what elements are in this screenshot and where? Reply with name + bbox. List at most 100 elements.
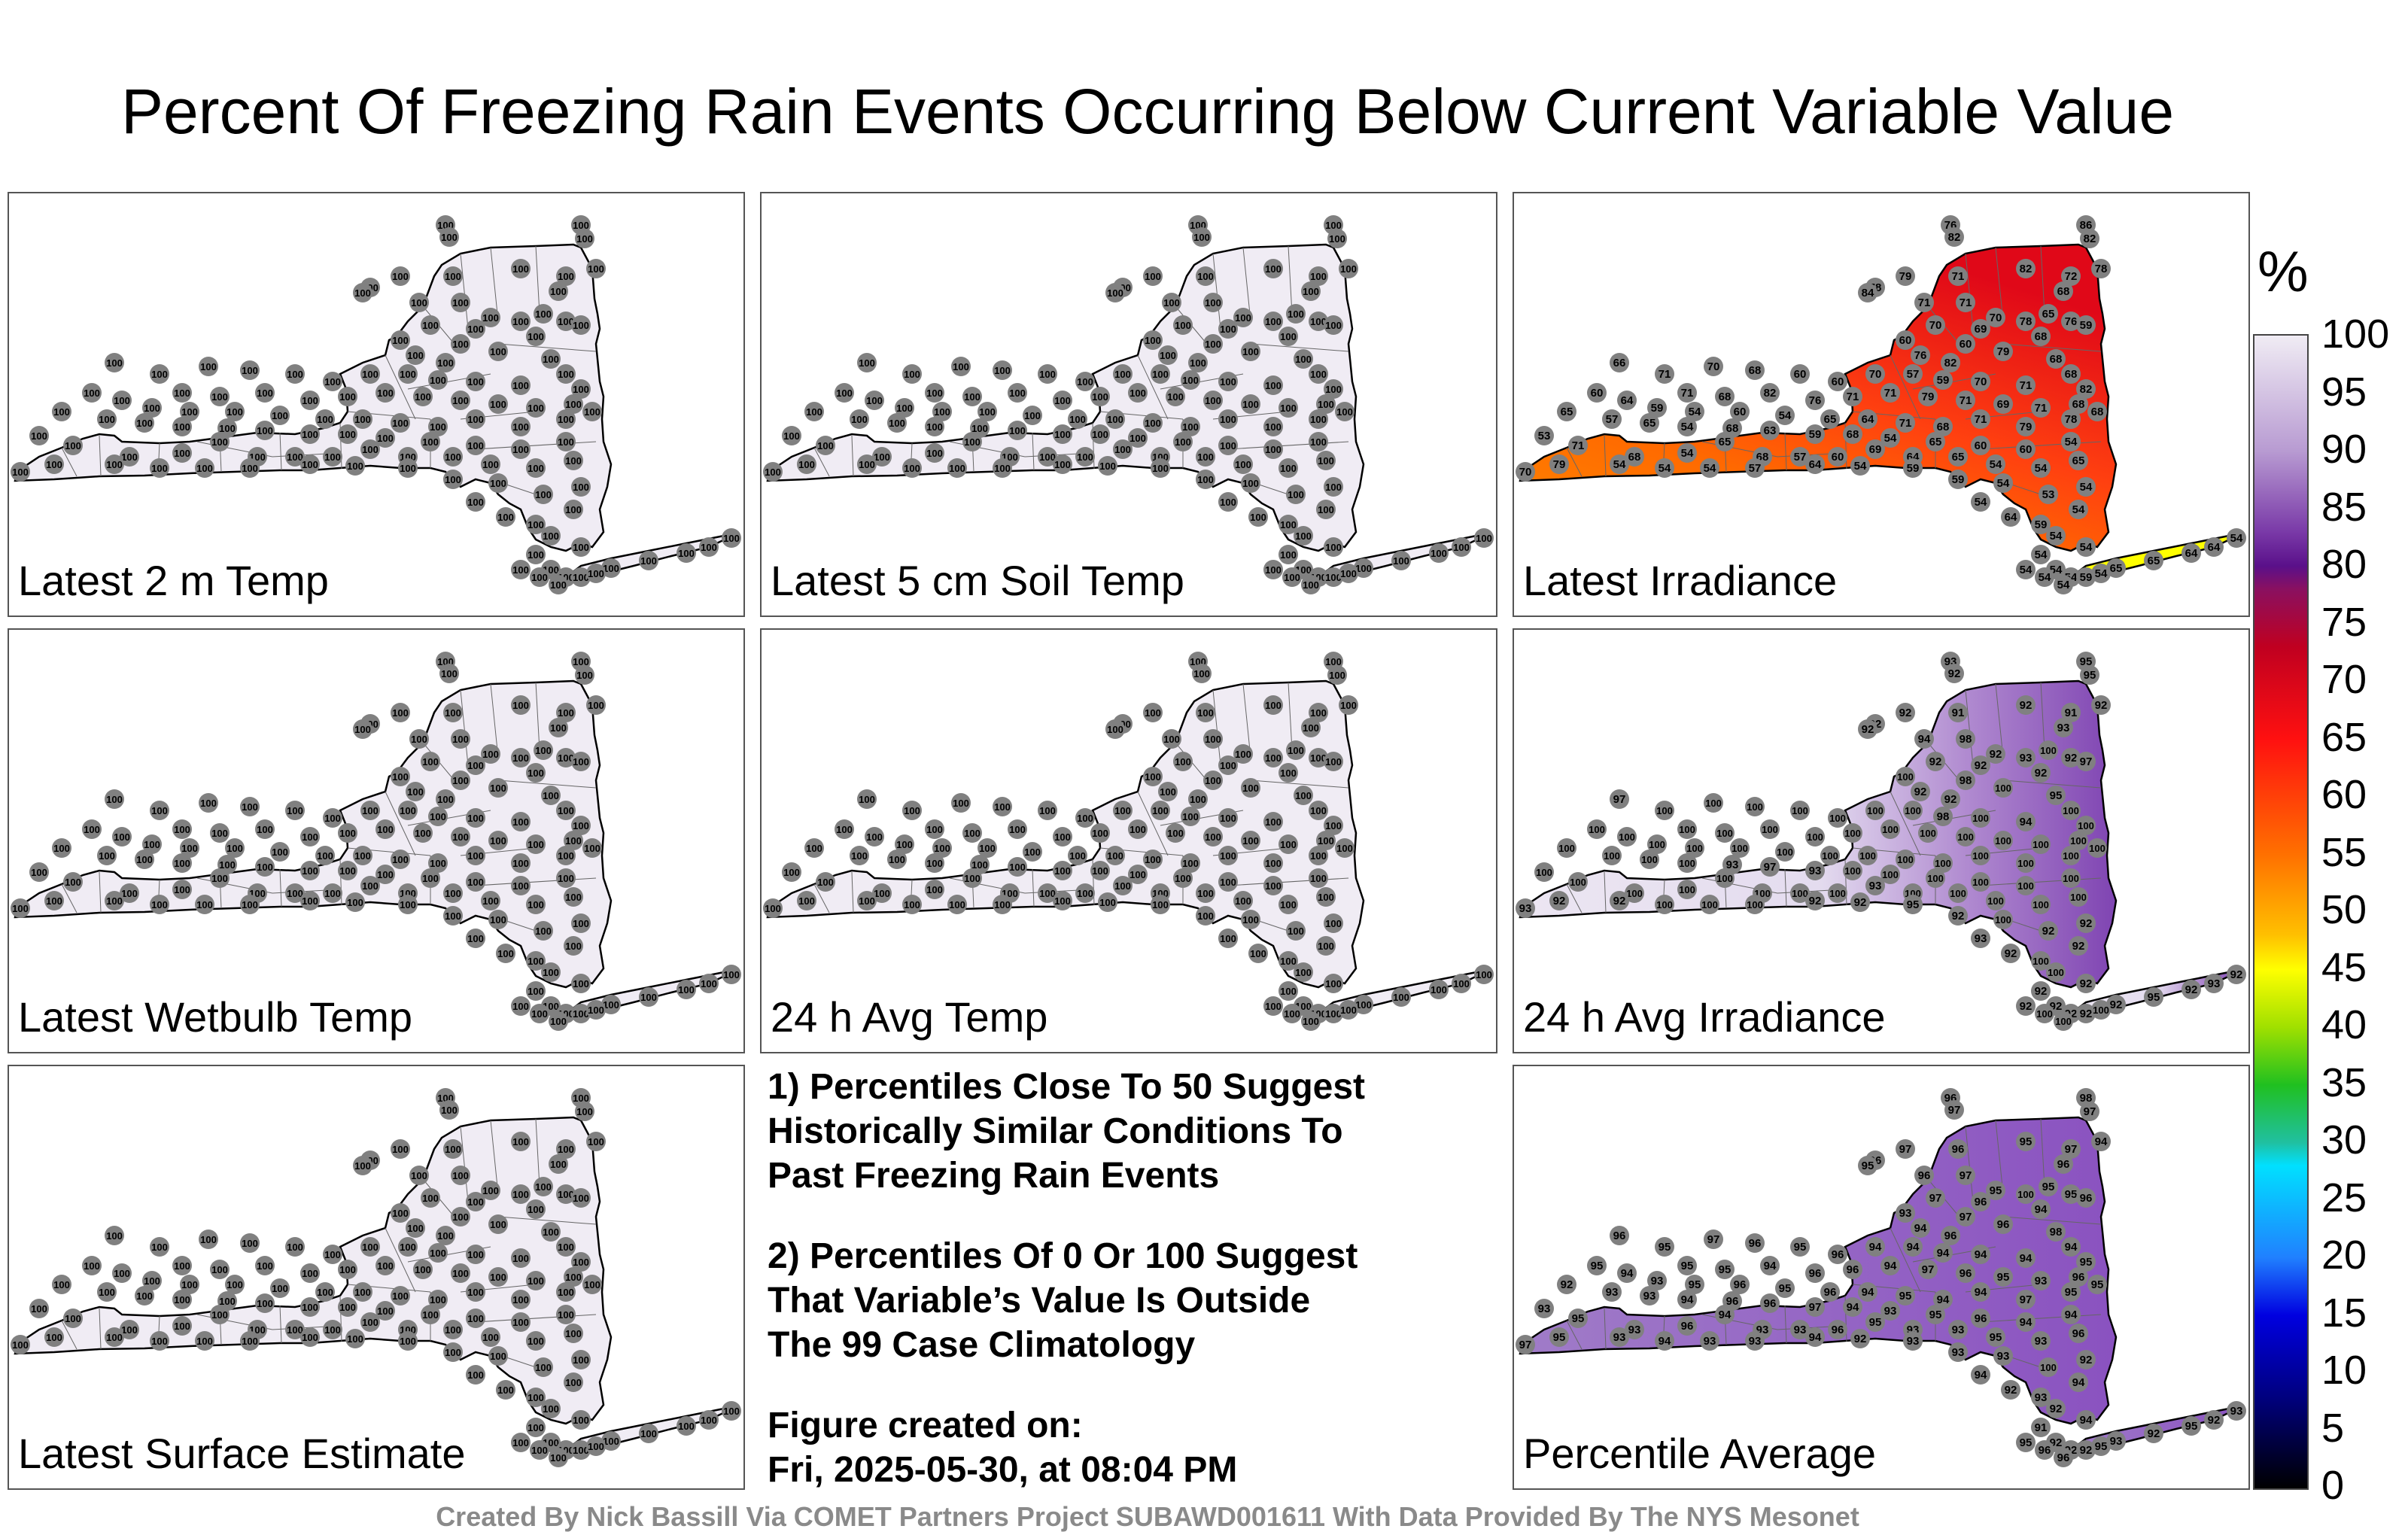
station-marker: 100 [1105, 719, 1125, 739]
station-marker: 100 [1053, 827, 1072, 847]
station-marker: 100 [1677, 880, 1697, 899]
station-dot [2076, 1004, 2096, 1023]
station-marker: 100 [466, 872, 485, 892]
station-marker: 68 [2031, 327, 2051, 346]
station-dot [1903, 1331, 1923, 1351]
station-marker: 100 [534, 1357, 553, 1377]
station-value: 53 [2042, 488, 2055, 501]
station-marker: 71 [1568, 436, 1588, 455]
station-value: 100 [588, 1136, 604, 1147]
station-value: 64 [2185, 547, 2198, 560]
station-marker: 96 [1805, 1263, 1825, 1283]
station-value: 95 [2050, 789, 2063, 802]
station-value: 100 [1393, 555, 1409, 567]
station-marker: 100 [962, 387, 982, 406]
station-marker: 65 [2144, 551, 2163, 570]
station-value: 100 [1355, 563, 1372, 574]
station-marker: 100 [835, 819, 854, 839]
station-value: 100 [512, 316, 529, 327]
station-marker: 100 [1640, 850, 1659, 869]
station-dot [439, 1100, 459, 1120]
station-dot [1196, 906, 1215, 926]
station-dot [526, 327, 546, 346]
station-dot [1933, 417, 1953, 436]
station-marker: 100 [1309, 868, 1328, 888]
station-dot [1309, 748, 1328, 768]
station-value: 100 [411, 1170, 427, 1181]
station-marker: 100 [1023, 406, 1042, 425]
station-value: 92 [2020, 699, 2033, 712]
station-value: 100 [531, 572, 548, 583]
station-marker: 100 [44, 454, 64, 474]
station-marker: 100 [398, 364, 418, 384]
station-dot [1008, 383, 1027, 403]
station-dot [443, 470, 463, 489]
station-value: 100 [1130, 824, 1146, 835]
station-marker: 100 [11, 1335, 30, 1354]
station-value: 100 [964, 391, 981, 403]
station-value: 70 [1519, 466, 1532, 479]
station-dot [676, 1416, 696, 1436]
station-marker: 100 [300, 827, 320, 847]
county-line [2002, 343, 2102, 352]
station-dot [993, 895, 1012, 914]
station-value: 100 [528, 1204, 544, 1215]
station-marker: 93 [2016, 748, 2036, 768]
station-value: 100 [430, 421, 446, 433]
station-marker: 100 [977, 402, 997, 421]
station-value: 100 [512, 1294, 529, 1306]
station-value: 100 [136, 1290, 153, 1302]
station-dot [1640, 413, 1659, 433]
station-value: 93 [1538, 1302, 1551, 1315]
station-dot [526, 1271, 546, 1290]
station-dot [962, 387, 982, 406]
station-dot [255, 857, 275, 877]
station-value: 97 [1929, 1192, 1942, 1205]
station-value: 57 [1794, 451, 1807, 464]
station-value: 100 [84, 824, 100, 835]
station-dot [180, 402, 199, 421]
station-dot [1926, 752, 1945, 771]
station-value: 82 [1764, 387, 1777, 400]
station-dot [1309, 432, 1328, 451]
county-line [1890, 354, 1921, 420]
station-value: 100 [339, 391, 356, 403]
station-marker: 100 [488, 342, 508, 361]
station-value: 100 [490, 835, 506, 847]
station-value: 100 [512, 444, 529, 455]
station-value: 100 [445, 451, 461, 463]
station-marker: 96 [1941, 1226, 1960, 1245]
station-value: 100 [99, 850, 115, 862]
station-value: 68 [2057, 285, 2070, 298]
station-value: 100 [497, 1385, 514, 1396]
station-value: 100 [543, 1403, 559, 1415]
station-marker: 100 [1173, 752, 1193, 771]
station-value: 54 [2039, 571, 2051, 584]
station-dot [2076, 315, 2096, 335]
station-marker: 100 [172, 1290, 192, 1309]
station-dot [1745, 895, 1765, 914]
station-value: 100 [979, 843, 996, 854]
station-value: 100 [1536, 867, 1552, 878]
station-dot [496, 507, 515, 527]
station-marker: 94 [1933, 1243, 1953, 1263]
station-dot [338, 1297, 357, 1317]
station-dot [1715, 1260, 1735, 1279]
station-dot [2031, 951, 2051, 971]
station-value: 100 [1265, 444, 1282, 455]
station-dot [391, 767, 410, 786]
station-dot [1587, 383, 1607, 403]
station-value: 100 [528, 768, 544, 779]
county-line [1032, 432, 1035, 471]
station-marker: 100 [1241, 910, 1260, 929]
station-marker: 100 [428, 1243, 448, 1263]
station-value: 79 [1899, 270, 1912, 283]
station-value: 71 [1952, 270, 1965, 283]
station-value: 100 [144, 1275, 160, 1287]
station-value: 100 [211, 1264, 228, 1275]
station-value: 100 [603, 1436, 619, 1447]
station-value: 92 [1952, 910, 1965, 923]
station-value: 100 [121, 451, 138, 463]
station-marker: 100 [240, 458, 260, 478]
station-dot [586, 1000, 606, 1020]
